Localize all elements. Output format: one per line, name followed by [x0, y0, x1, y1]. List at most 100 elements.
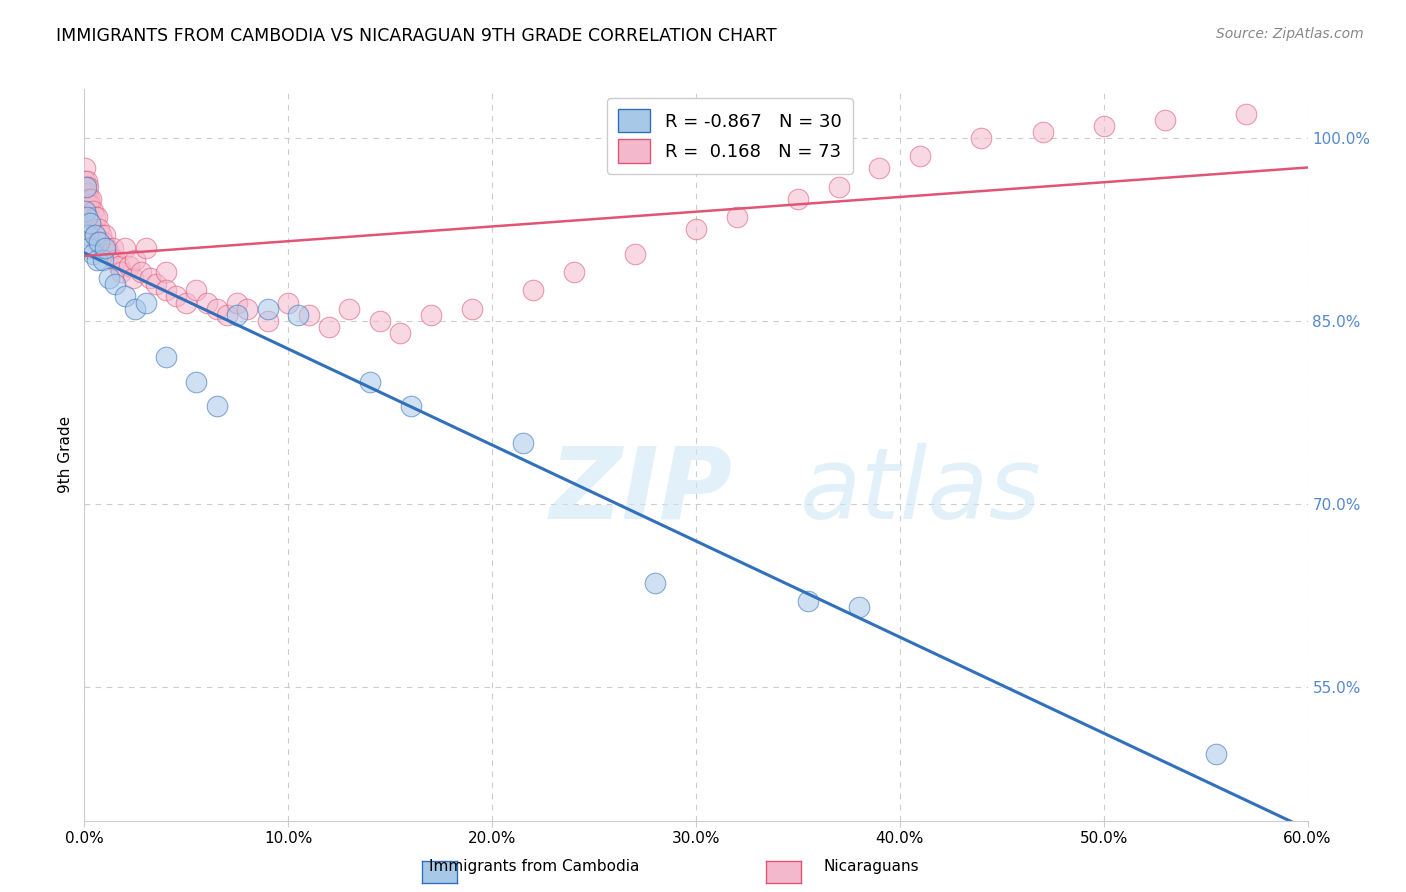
Point [135, 295, 157, 310]
Point [277, 295, 299, 310]
Y-axis label: 9th Grade: 9th Grade [58, 417, 73, 493]
Point [122, 271, 145, 285]
Point [79, 216, 101, 230]
Point [87, 222, 110, 236]
Point [87, 235, 110, 249]
Point [75, 198, 97, 212]
Point [1154, 112, 1177, 127]
Point [339, 301, 361, 316]
Point [644, 576, 666, 591]
Point [174, 295, 197, 310]
Point [155, 265, 177, 279]
Point [226, 295, 249, 310]
Point [82, 222, 104, 236]
Point [195, 295, 218, 310]
Point [1032, 125, 1054, 139]
Point [910, 149, 932, 163]
Point [83, 211, 105, 225]
Point [257, 301, 280, 316]
Point [389, 326, 412, 340]
Point [97, 271, 120, 285]
Legend: R = -0.867   N = 30, R =  0.168   N = 73: R = -0.867 N = 30, R = 0.168 N = 73 [607, 98, 852, 174]
Point [86, 252, 108, 267]
Point [75, 204, 97, 219]
Point [725, 211, 748, 225]
Point [96, 241, 118, 255]
Point [114, 289, 136, 303]
Point [318, 320, 340, 334]
Point [101, 241, 124, 255]
Text: IMMIGRANTS FROM CAMBODIA VS NICARAGUAN 9TH GRADE CORRELATION CHART: IMMIGRANTS FROM CAMBODIA VS NICARAGUAN 9… [56, 27, 778, 45]
Point [75, 186, 97, 200]
Point [135, 241, 157, 255]
Point [124, 252, 146, 267]
Point [77, 228, 100, 243]
Point [76, 174, 98, 188]
Point [155, 284, 177, 298]
Point [1236, 106, 1258, 120]
Text: ZIP: ZIP [550, 443, 733, 540]
Point [461, 301, 484, 316]
Point [76, 211, 98, 225]
Point [104, 252, 127, 267]
Point [1092, 119, 1115, 133]
Point [79, 192, 101, 206]
Point [77, 198, 100, 212]
Point [512, 435, 534, 450]
Point [79, 216, 101, 230]
Point [79, 198, 101, 212]
Point [86, 211, 108, 225]
Text: Immigrants from Cambodia: Immigrants from Cambodia [429, 859, 640, 874]
Point [110, 265, 132, 279]
Point [82, 247, 104, 261]
Point [75, 192, 97, 206]
Point [970, 131, 993, 145]
Point [108, 259, 131, 273]
Point [75, 204, 97, 219]
Point [1205, 747, 1227, 761]
Point [93, 228, 115, 243]
Point [93, 241, 115, 255]
Point [124, 301, 146, 316]
Point [75, 161, 97, 176]
Point [91, 252, 114, 267]
Point [186, 284, 208, 298]
Point [90, 228, 112, 243]
Point [848, 600, 870, 615]
Point [75, 174, 97, 188]
Point [562, 265, 585, 279]
Text: Nicaraguans: Nicaraguans [824, 859, 920, 874]
Point [257, 314, 280, 328]
Point [114, 241, 136, 255]
Point [131, 265, 153, 279]
Point [75, 179, 97, 194]
Point [118, 259, 141, 273]
Point [368, 314, 391, 328]
Point [165, 289, 187, 303]
Point [97, 247, 120, 261]
Point [83, 228, 105, 243]
Point [226, 308, 249, 322]
Point [828, 179, 851, 194]
Point [91, 235, 114, 249]
Point [205, 301, 228, 316]
Point [186, 375, 208, 389]
Point [86, 235, 108, 249]
Point [77, 179, 100, 194]
Point [104, 277, 127, 292]
Point [797, 594, 820, 608]
Point [624, 247, 647, 261]
Point [399, 399, 422, 413]
Point [80, 192, 103, 206]
Point [787, 192, 810, 206]
Point [79, 241, 101, 255]
Text: atlas: atlas [800, 443, 1042, 540]
Point [138, 271, 160, 285]
Point [205, 399, 228, 413]
Point [420, 308, 443, 322]
Point [522, 284, 544, 298]
Text: Source: ZipAtlas.com: Source: ZipAtlas.com [1216, 27, 1364, 41]
Point [82, 204, 104, 219]
Point [145, 277, 167, 292]
Point [685, 222, 707, 236]
